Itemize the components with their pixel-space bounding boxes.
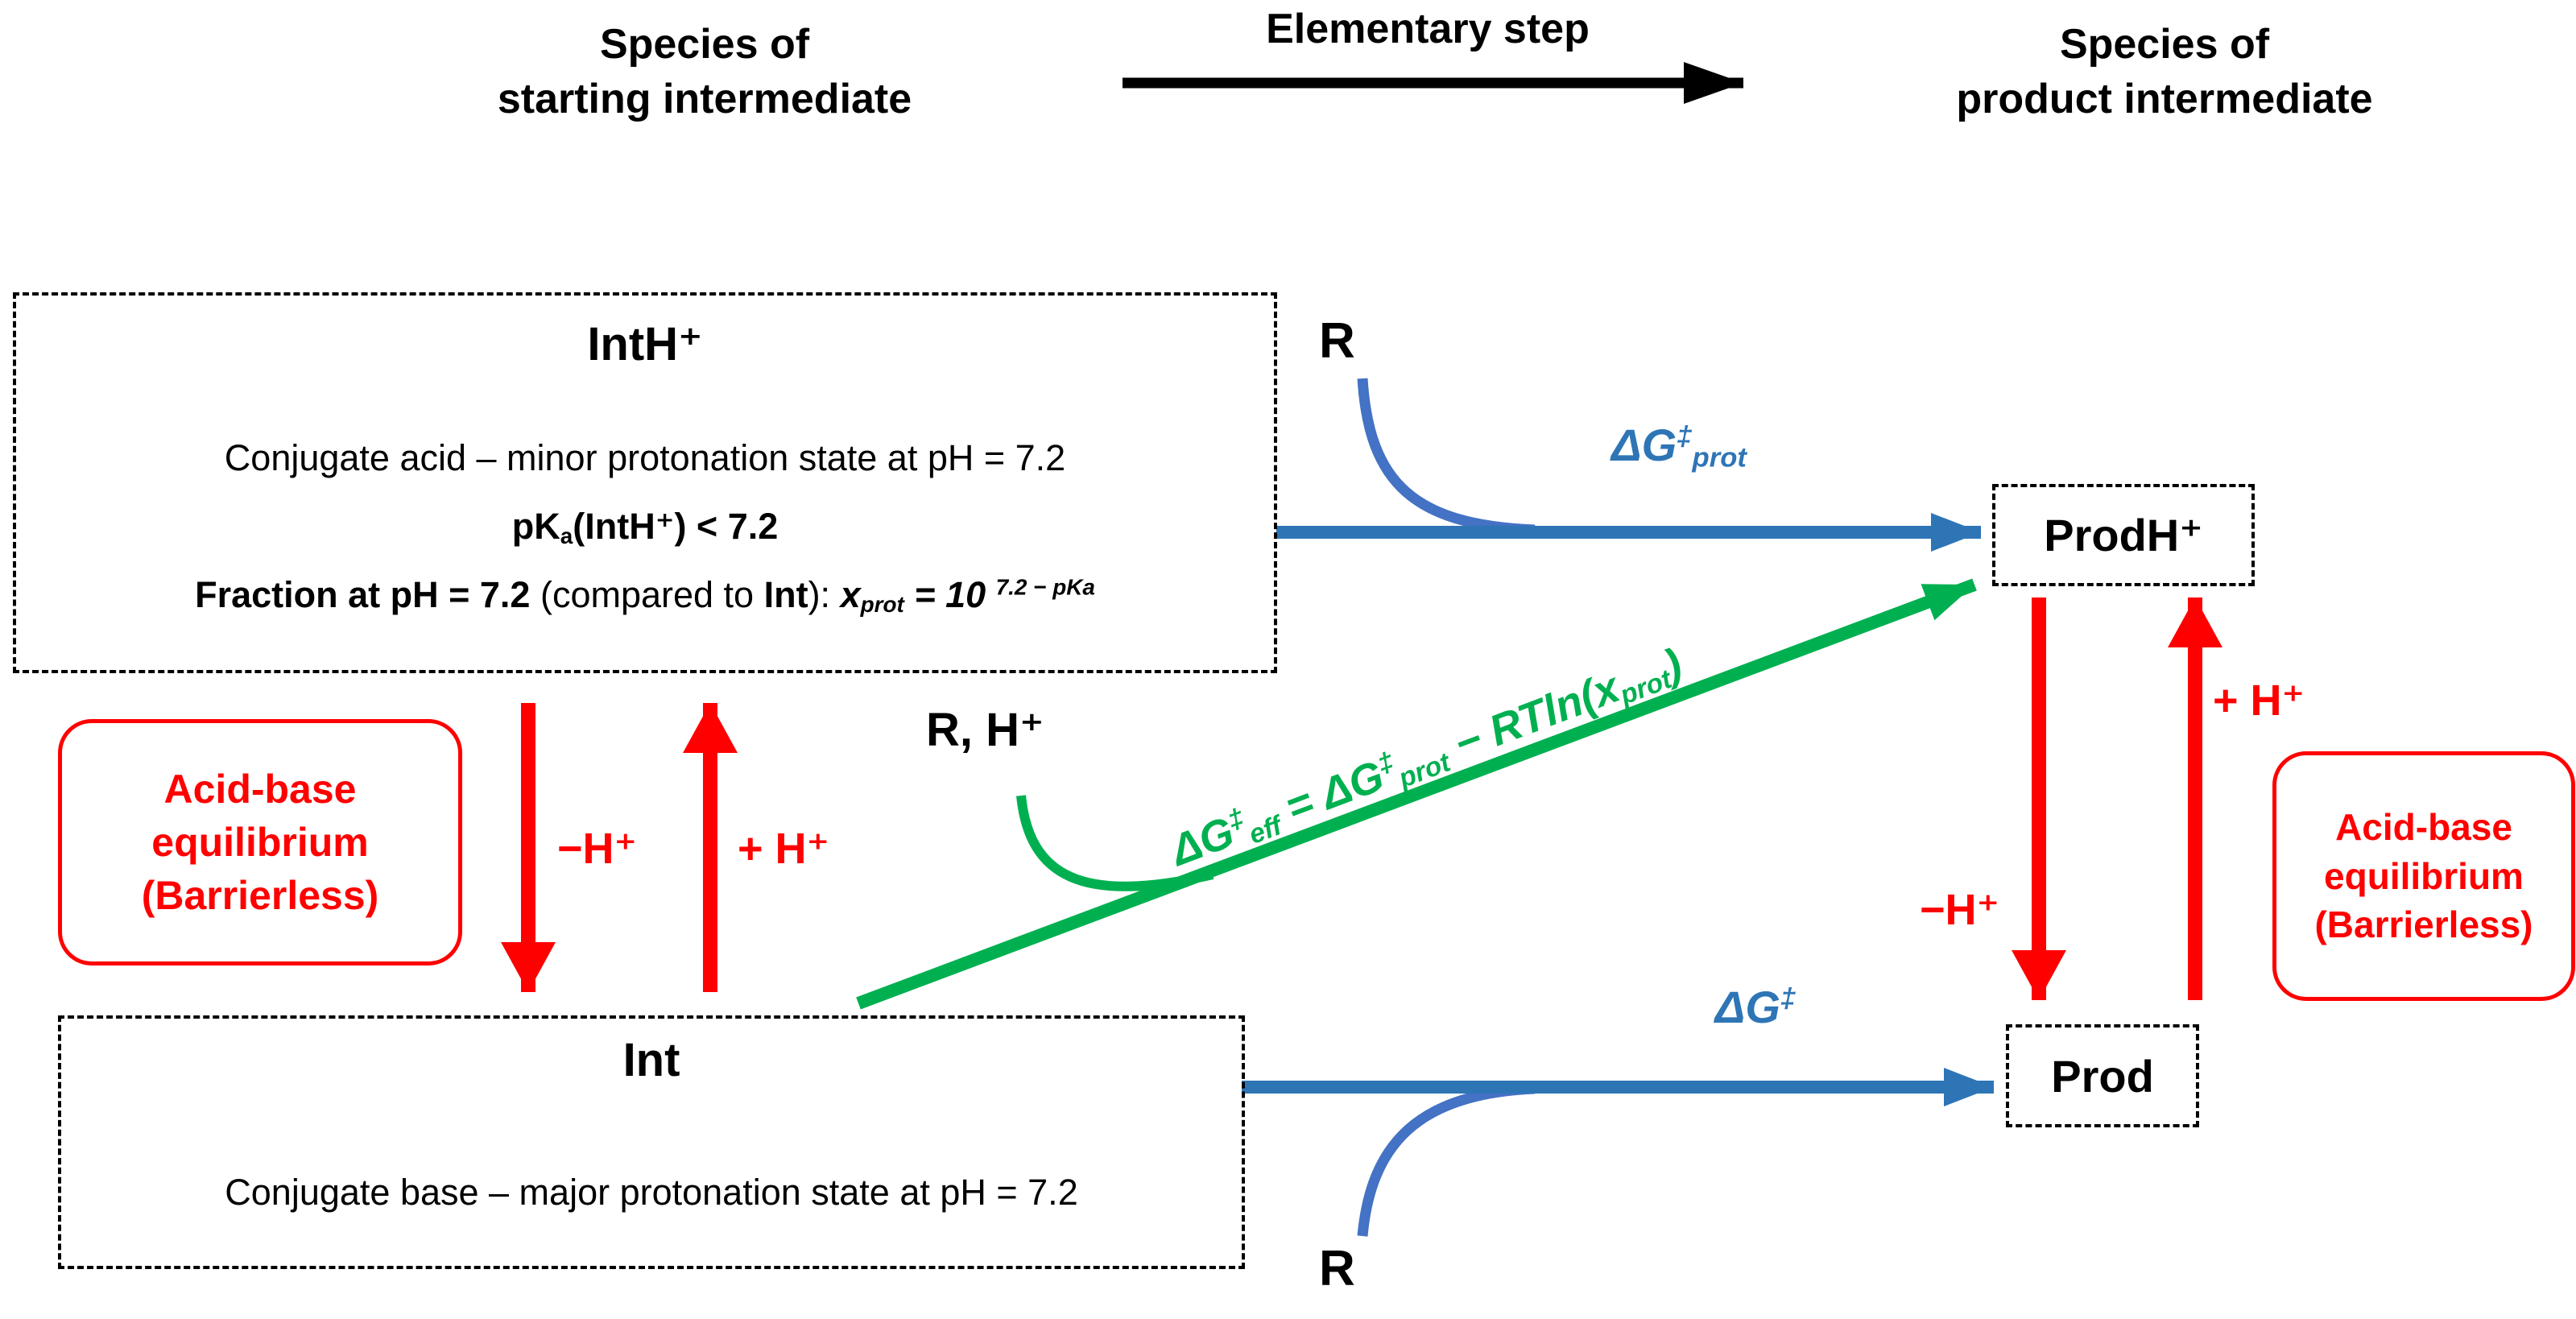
- header-product-line2: product intermediate: [1956, 75, 2373, 122]
- dg-main: ΔG: [1714, 982, 1780, 1032]
- r-join-curve-top: [1357, 378, 1536, 535]
- fraction-variable: x: [840, 574, 861, 615]
- fraction-variable-sub: prot: [860, 592, 904, 618]
- equilibrium-left-line2: equilibrium: [151, 820, 369, 865]
- fraction-normal2: ):: [808, 574, 841, 615]
- inth-fraction-line: Fraction at pH = 7.2 (compared to Int): …: [16, 574, 1274, 618]
- int-description: Conjugate base – major protonation state…: [225, 1172, 1078, 1213]
- equilibrium-right-line3: (Barrierless): [2314, 903, 2533, 946]
- starting-acid-box: IntH⁺ Conjugate acid – minor protonation…: [13, 292, 1277, 673]
- equilibrium-right-line2: equilibrium: [2324, 854, 2524, 897]
- fraction-normal1: (compared to: [540, 574, 764, 615]
- header-product-line1: Species of: [2059, 21, 2270, 68]
- dg-prot-label: ΔG‡prot: [1546, 419, 1812, 474]
- equilibrium-left-line3: (Barrierless): [141, 873, 379, 918]
- header-starting-line1: Species of: [599, 21, 810, 68]
- reagent-r-top: R: [1319, 313, 1355, 369]
- plus-h-label-left: + H⁺: [738, 825, 830, 873]
- inth-title: IntH⁺: [587, 318, 703, 370]
- equilibrium-right-line1: Acid-base: [2335, 805, 2512, 848]
- header-elementary-step: Elementary step: [1266, 6, 1590, 52]
- product-acid-box: ProdH⁺: [1992, 484, 2255, 586]
- dg-prot-dagger: ‡: [1677, 420, 1693, 452]
- inth-description: Conjugate acid – minor protonation state…: [224, 437, 1066, 478]
- fraction-equals: = 10: [903, 574, 996, 615]
- pka-sub: a: [560, 523, 573, 549]
- fraction-bold1: Fraction at pH = 7.2: [195, 574, 540, 615]
- equilibrium-callout-right: Acid-base equilibrium (Barrierless): [2272, 751, 2575, 1001]
- minus-h-label-right: −H⁺: [1920, 886, 2000, 934]
- pka-post: (IntH⁺) < 7.2: [573, 506, 779, 547]
- fraction-bold2: Int: [763, 574, 808, 615]
- reagent-r-h-label: R, H⁺: [926, 704, 1044, 756]
- int-title: Int: [622, 1034, 680, 1086]
- minus-h-label-left: −H⁺: [557, 825, 638, 873]
- fraction-exponent: 7.2 − pKa: [995, 574, 1095, 600]
- reagent-r-bottom: R: [1319, 1241, 1355, 1296]
- dg-prot-sub: prot: [1692, 442, 1747, 473]
- effective-barrier-arrow: [856, 578, 1977, 1010]
- pka-pre: pK: [511, 506, 560, 547]
- header-product-species: Species of product intermediate: [1865, 18, 2464, 126]
- equilibrium-left-line1: Acid-base: [163, 767, 357, 812]
- starting-base-box: Int Conjugate base – major protonation s…: [58, 1015, 1245, 1269]
- r-join-curve-bottom: [1357, 1083, 1536, 1237]
- equilibrium-callout-left: Acid-base equilibrium (Barrierless): [58, 719, 462, 965]
- dg-dagger: ‡: [1780, 982, 1797, 1014]
- product-base-box: Prod: [2006, 1024, 2199, 1127]
- plus-h-label-right: + H⁺: [2213, 676, 2305, 725]
- header-starting-species: Species of starting intermediate: [419, 18, 990, 126]
- inth-pka-line: pKa(IntH⁺) < 7.2: [16, 505, 1274, 549]
- header-starting-line2: starting intermediate: [497, 75, 912, 122]
- dg-label: ΔG‡: [1675, 981, 1836, 1033]
- dg-prot-main: ΔG: [1611, 420, 1677, 470]
